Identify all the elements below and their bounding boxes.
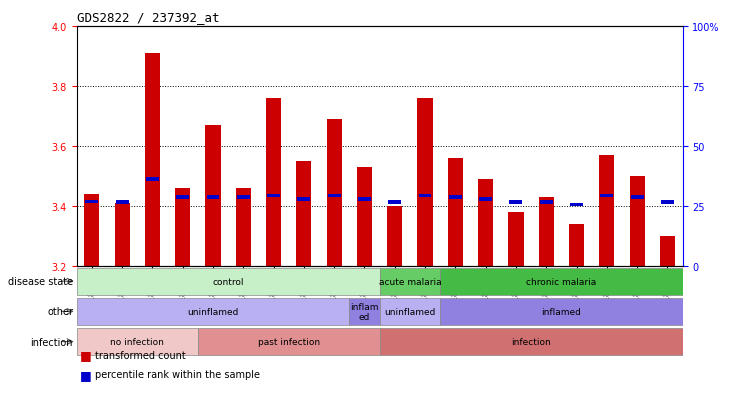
Text: acute malaria: acute malaria [379, 277, 441, 286]
Bar [599, 156, 615, 266]
Bar [115, 204, 130, 266]
Bar [508, 213, 523, 266]
Bar [357, 168, 372, 266]
Bar [85, 200, 99, 204]
Bar [237, 196, 250, 199]
Bar [358, 198, 371, 202]
Bar [539, 201, 553, 204]
Bar [479, 198, 492, 202]
Text: disease state: disease state [8, 276, 73, 287]
Text: infection: infection [511, 337, 551, 346]
Bar [440, 298, 683, 325]
Bar [631, 196, 644, 199]
Text: transformed count: transformed count [95, 350, 185, 360]
Bar [297, 198, 310, 202]
Bar [418, 194, 431, 198]
Bar [510, 201, 523, 204]
Bar [145, 54, 160, 266]
Bar [350, 298, 380, 325]
Bar [418, 99, 433, 266]
Bar [207, 196, 220, 199]
Text: uninflamed: uninflamed [188, 307, 239, 316]
Bar [77, 298, 350, 325]
Bar [296, 161, 312, 266]
Bar [447, 159, 463, 266]
Text: inflamed: inflamed [542, 307, 581, 316]
Bar [661, 201, 674, 204]
Bar [77, 268, 380, 295]
Bar [267, 194, 280, 198]
Bar [328, 194, 341, 198]
Bar [84, 195, 99, 266]
Bar [440, 268, 683, 295]
Text: chronic malaria: chronic malaria [526, 277, 596, 286]
Text: percentile rank within the sample: percentile rank within the sample [95, 370, 260, 380]
Text: uninflamed: uninflamed [384, 307, 436, 316]
Text: other: other [47, 306, 73, 317]
Text: GDS2822 / 237392_at: GDS2822 / 237392_at [77, 11, 219, 24]
Bar [326, 120, 342, 266]
Bar [569, 225, 584, 266]
Bar [176, 196, 189, 199]
Text: no infection: no infection [110, 337, 164, 346]
Text: ■: ■ [80, 348, 92, 361]
Bar [266, 99, 281, 266]
Bar [236, 189, 251, 266]
Bar [388, 201, 402, 204]
Bar [380, 328, 683, 355]
Text: control: control [212, 277, 244, 286]
Bar [198, 328, 380, 355]
Text: ■: ■ [80, 368, 92, 381]
Bar [539, 197, 554, 266]
Bar [380, 298, 440, 325]
Bar [115, 201, 128, 204]
Bar [629, 177, 645, 266]
Text: inflam
ed: inflam ed [350, 302, 379, 321]
Bar [478, 180, 493, 266]
Bar [380, 268, 440, 295]
Bar [205, 126, 220, 266]
Bar [77, 328, 198, 355]
Bar [600, 194, 613, 198]
Bar [175, 189, 191, 266]
Bar [387, 206, 402, 266]
Bar [660, 237, 675, 266]
Text: past infection: past infection [258, 337, 320, 346]
Bar [570, 203, 583, 207]
Text: infection: infection [31, 337, 73, 347]
Bar [449, 196, 462, 199]
Bar [146, 178, 159, 181]
